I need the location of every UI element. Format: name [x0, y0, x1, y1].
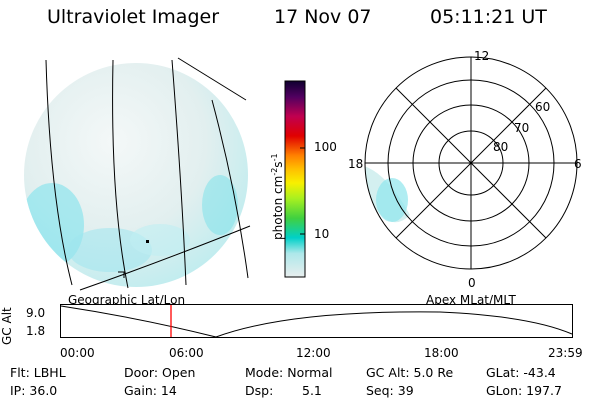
colorbar-tick-10: 10 — [314, 227, 330, 241]
time-label: 05:11:21 UT — [430, 6, 547, 28]
mlt-label-18: 18 — [348, 157, 363, 171]
altitude-curve — [60, 305, 573, 338]
polar-emission — [365, 165, 410, 223]
mlt-label-6: 6 — [574, 157, 582, 171]
dsp-label: Dsp: — [245, 383, 274, 398]
date-label: 17 Nov 07 — [274, 6, 372, 28]
orbit-xtick-3: 18:00 — [424, 346, 459, 360]
orbit-xtick-1: 06:00 — [169, 346, 204, 360]
orbit-xtick-2: 12:00 — [296, 346, 331, 360]
door-info: Door: Open — [124, 365, 196, 380]
ip-info: IP: 36.0 — [10, 383, 58, 398]
geographic-label: Geographic Lat/Lon — [68, 293, 186, 307]
polar-plot: 12 18 6 0 60 70 80 — [348, 49, 582, 290]
mlt-label-0: 0 — [468, 276, 476, 290]
lat-label-70: 70 — [514, 121, 529, 135]
gc-alt-info: GC Alt: 5.0 Re — [366, 365, 454, 380]
lat-label-80: 80 — [493, 140, 508, 154]
lat-label-60: 60 — [535, 100, 550, 114]
orbit-xtick-0: 00:00 — [60, 346, 95, 360]
gain-info: Gain: 14 — [124, 383, 177, 398]
orbit-plot — [60, 304, 573, 338]
glat-info: GLat: -43.4 — [486, 365, 556, 380]
orbit-xtick-4: 23:59 — [548, 346, 583, 360]
geographic-image — [24, 57, 251, 291]
orbit-ytick-top: 9.0 — [26, 306, 46, 320]
lat-lon-grid — [45, 57, 251, 291]
dsp-value: 5.1 — [302, 383, 322, 398]
glon-info: GLon: 197.7 — [486, 383, 562, 398]
colorbar-tick-100: 100 — [314, 140, 337, 154]
instrument-title: Ultraviolet Imager — [47, 6, 220, 28]
apex-label: Apex MLat/MLT — [426, 293, 516, 307]
mode-info: Mode: Normal — [245, 365, 333, 380]
color-bar — [284, 80, 306, 278]
seq-info: Seq: 39 — [366, 383, 414, 398]
coastline — [118, 271, 125, 278]
mlt-label-12: 12 — [474, 49, 489, 63]
orbit-ytick-bottom: 1.8 — [26, 324, 46, 338]
site-marker — [146, 240, 149, 243]
filter-info: Flt: LBHL — [10, 365, 66, 380]
